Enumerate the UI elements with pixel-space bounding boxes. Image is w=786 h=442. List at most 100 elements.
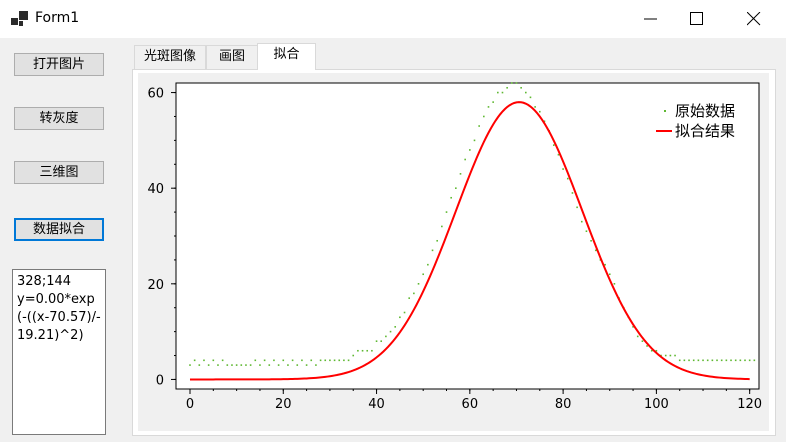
close-button[interactable] xyxy=(727,0,781,38)
raw-data-point xyxy=(506,86,508,89)
raw-data-point xyxy=(469,149,471,151)
raw-data-point xyxy=(716,359,718,362)
raw-data-point xyxy=(501,91,504,94)
raw-data-point xyxy=(431,249,434,252)
raw-data-point xyxy=(394,326,397,328)
raw-data-point xyxy=(692,359,695,362)
raw-data-point xyxy=(212,359,215,362)
raw-data-point xyxy=(720,359,723,362)
tab-spot-image[interactable]: 光斑图像 xyxy=(134,45,206,69)
raw-data-point xyxy=(538,110,541,113)
y-tick-label: 40 xyxy=(147,182,164,197)
raw-data-point xyxy=(329,359,331,362)
raw-data-point xyxy=(352,354,355,357)
raw-data-point xyxy=(520,86,522,89)
raw-data-point xyxy=(333,359,336,362)
raw-data-point xyxy=(483,115,485,118)
tab-draw[interactable]: 画图 xyxy=(206,45,258,69)
raw-data-point xyxy=(273,359,275,362)
x-tick-label: 0 xyxy=(186,397,194,412)
raw-data-point xyxy=(343,359,345,362)
raw-data-point xyxy=(688,359,690,362)
raw-data-point xyxy=(697,359,700,362)
raw-data-point xyxy=(455,187,457,189)
raw-data-point xyxy=(324,359,327,362)
raw-data-point xyxy=(296,364,299,366)
raw-data-point xyxy=(291,359,294,362)
raw-data-point xyxy=(646,345,648,347)
raw-data-point xyxy=(361,349,364,352)
raw-data-point xyxy=(259,364,261,366)
raw-data-point xyxy=(385,335,387,338)
raw-data-point xyxy=(282,359,285,362)
raw-data-point xyxy=(357,349,359,352)
raw-data-point xyxy=(529,96,532,99)
raw-data-point xyxy=(207,364,210,366)
x-tick-label: 120 xyxy=(737,397,762,412)
raw-data-point xyxy=(366,349,369,352)
app-icon xyxy=(11,11,29,27)
minimize-button[interactable] xyxy=(624,0,678,38)
raw-data-point xyxy=(562,168,564,170)
raw-data-point xyxy=(487,106,490,108)
raw-data-point xyxy=(702,359,704,362)
fit-line xyxy=(189,101,750,381)
tab-fit[interactable]: 拟合 xyxy=(257,43,316,70)
result-textbox[interactable]: 328;144 y=0.00*exp(-((x-70.57)/-19.21)^2… xyxy=(12,269,106,435)
raw-data-point xyxy=(459,173,462,175)
raw-data-point xyxy=(613,283,616,285)
y-tick-label: 0 xyxy=(156,373,164,388)
maximize-button[interactable] xyxy=(670,0,724,38)
raw-data-point xyxy=(571,192,574,194)
close-icon xyxy=(747,12,761,26)
raw-data-point xyxy=(664,354,667,357)
raw-data-point xyxy=(338,359,341,362)
raw-data-point xyxy=(445,211,448,213)
raw-data-point xyxy=(375,340,378,342)
raw-data-point xyxy=(399,316,401,319)
raw-data-point xyxy=(534,106,536,108)
raw-data-point xyxy=(413,292,415,295)
raw-data-point xyxy=(669,354,672,357)
three-d-button[interactable]: 三维图 xyxy=(14,161,104,184)
raw-data-point xyxy=(552,144,555,146)
maximize-icon xyxy=(690,12,703,25)
legend-raw-label: 原始数据 xyxy=(675,102,735,120)
raw-data-point xyxy=(655,349,658,352)
raw-data-point xyxy=(604,263,606,266)
raw-data-point xyxy=(403,311,406,314)
raw-data-point xyxy=(240,364,243,366)
open-image-button[interactable]: 打开图片 xyxy=(14,53,104,76)
raw-data-point xyxy=(557,153,560,156)
raw-data-point xyxy=(590,239,592,242)
raw-data-point xyxy=(748,359,751,362)
plot-area xyxy=(175,82,760,390)
raw-data-point xyxy=(305,364,308,366)
raw-data-point xyxy=(711,359,714,362)
raw-data-point xyxy=(408,297,410,299)
raw-data-point xyxy=(231,364,233,366)
raw-data-point xyxy=(632,326,634,328)
raw-data-point xyxy=(660,354,662,357)
raw-data-point xyxy=(543,120,546,123)
raw-data-point xyxy=(641,340,644,342)
raw-data-point xyxy=(706,359,709,362)
raw-data-point xyxy=(193,359,196,362)
raw-data-point xyxy=(203,359,205,362)
fit-chart-area: 0 20 40 60 80 100 120 0 20 40 60 原始数据 拟合结果 xyxy=(138,73,769,431)
raw-data-point xyxy=(580,220,583,223)
x-tick-label: 60 xyxy=(462,397,479,412)
raw-data-point xyxy=(221,359,224,362)
raw-data-point xyxy=(576,206,578,209)
grayscale-button[interactable]: 转灰度 xyxy=(14,107,104,130)
raw-data-point xyxy=(497,91,499,94)
raw-data-point xyxy=(594,249,597,252)
raw-data-point xyxy=(515,82,518,84)
raw-data-point xyxy=(730,359,732,362)
raw-data-point xyxy=(744,359,746,362)
data-fit-button[interactable]: 数据拟合 xyxy=(14,218,104,241)
minimize-icon xyxy=(644,18,657,20)
raw-data-point xyxy=(678,359,681,362)
raw-data-point xyxy=(235,364,238,366)
